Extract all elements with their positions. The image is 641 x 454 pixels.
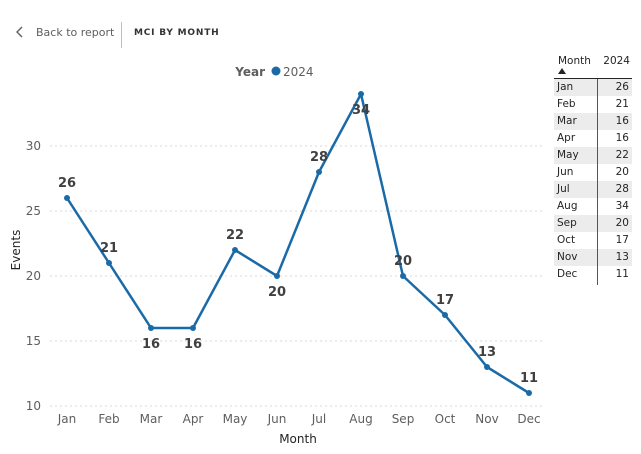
sort-ascending-icon[interactable]	[558, 68, 566, 74]
table-row: Nov 13	[554, 249, 632, 266]
y-tick-label: 10	[26, 399, 41, 413]
table-row: Oct 17	[554, 232, 632, 249]
table-cell-value: 20	[615, 166, 629, 178]
chevron-left-icon	[16, 26, 23, 38]
x-tick-label: May	[223, 412, 248, 426]
table-cell-month: Sep	[557, 217, 577, 229]
y-axis-title: Events	[9, 230, 23, 271]
table-cell-month: Aug	[557, 200, 578, 212]
header-month[interactable]: Month	[558, 55, 591, 67]
table-cell-month: Mar	[557, 115, 577, 127]
data-point[interactable]	[106, 260, 112, 266]
x-tick-label: Feb	[98, 412, 119, 426]
table-cell-month: May	[557, 149, 579, 161]
x-tick-label: Sep	[392, 412, 415, 426]
y-tick-label: 30	[26, 139, 41, 153]
data-label: 22	[226, 228, 244, 243]
x-tick-label: Jan	[57, 412, 77, 426]
data-label: 21	[100, 241, 118, 256]
x-tick-label: Dec	[517, 412, 540, 426]
table-cell-value: 16	[615, 132, 629, 144]
data-label: 20	[268, 285, 286, 300]
x-tick-label: Nov	[475, 412, 498, 426]
y-tick-label: 15	[26, 334, 41, 348]
y-tick-label: 20	[26, 269, 41, 283]
data-point[interactable]	[442, 312, 448, 318]
table-cell-month: Apr	[557, 132, 576, 144]
data-point[interactable]	[400, 273, 406, 279]
table-row: Sep 20	[554, 215, 632, 232]
data-label: 34	[352, 103, 370, 118]
data-point[interactable]	[148, 325, 154, 331]
column-divider	[597, 79, 598, 285]
table-cell-value: 28	[615, 183, 629, 195]
back-label: Back to report	[36, 25, 115, 39]
table-row: Jan 26	[554, 79, 632, 96]
table-cell-value: 34	[615, 200, 629, 212]
data-point[interactable]	[64, 195, 70, 201]
table-cell-month: Dec	[557, 268, 578, 280]
data-point[interactable]	[274, 273, 280, 279]
x-tick-label: Jun	[267, 412, 287, 426]
table-cell-value: 16	[615, 115, 629, 127]
x-tick-label: Apr	[183, 412, 204, 426]
top-bar: Back to report MCI BY MONTH	[0, 0, 641, 60]
data-label: 17	[436, 293, 454, 308]
table-row: Feb 21	[554, 96, 632, 113]
table-header: Month 2024	[554, 54, 632, 79]
data-point[interactable]	[526, 390, 532, 396]
x-axis-title: Month	[279, 432, 317, 446]
data-point[interactable]	[190, 325, 196, 331]
table-row: Aug 34	[554, 198, 632, 215]
table-row: Dec 11	[554, 266, 632, 283]
data-label: 26	[58, 176, 76, 191]
legend-marker[interactable]	[271, 66, 281, 76]
data-point[interactable]	[316, 169, 322, 175]
table-cell-month: Jul	[557, 183, 570, 195]
data-point[interactable]	[232, 247, 238, 253]
data-point[interactable]	[358, 91, 364, 97]
table-cell-value: 13	[615, 251, 629, 263]
data-label: 28	[310, 150, 328, 165]
table-cell-month: Jun	[557, 166, 574, 178]
table-row: Jul 28	[554, 181, 632, 198]
month-table: Month 2024 Jan 26 Feb 21 Mar 16 Apr 16 May 22 Jun 2…	[554, 54, 632, 285]
table-row: Apr 16	[554, 130, 632, 147]
data-label: 16	[142, 337, 160, 352]
data-label: 16	[184, 337, 202, 352]
table-cell-month: Jan	[557, 81, 574, 93]
table-cell-value: 17	[615, 234, 629, 246]
table-cell-value: 22	[615, 149, 629, 161]
table-body: Jan 26 Feb 21 Mar 16 Apr 16 May 22 Jun 20 Jul 28 Aug 34…	[554, 79, 632, 283]
table-row: Mar 16	[554, 113, 632, 130]
back-to-report-button[interactable]: Back to report	[14, 24, 114, 40]
table-cell-value: 21	[615, 98, 629, 110]
data-label: 11	[520, 371, 538, 386]
data-label: 20	[394, 254, 412, 269]
table-cell-month: Nov	[557, 251, 578, 263]
page-title: MCI BY MONTH	[134, 28, 220, 38]
table-cell-month: Feb	[557, 98, 576, 110]
x-tick-label: Jul	[311, 412, 326, 426]
legend-label-2024[interactable]: 2024	[283, 65, 314, 79]
data-point[interactable]	[484, 364, 490, 370]
table-cell-month: Oct	[557, 234, 576, 246]
table-cell-value: 20	[615, 217, 629, 229]
table-cell-value: 26	[615, 81, 629, 93]
line-chart[interactable]: 10 15 20 25 30 Jan Feb Mar Apr May Jun Jul Aug Sep Oct…	[0, 55, 548, 454]
series-line-2024[interactable]	[65, 92, 530, 395]
header-year[interactable]: 2024	[603, 55, 630, 67]
table-row: May 22	[554, 147, 632, 164]
x-tick-label: Mar	[140, 412, 163, 426]
divider	[121, 22, 122, 48]
table-cell-value: 11	[615, 268, 629, 280]
x-tick-label: Aug	[349, 412, 372, 426]
x-tick-label: Oct	[435, 412, 456, 426]
data-label: 13	[478, 345, 496, 360]
legend-title: Year	[234, 65, 265, 79]
table-row: Jun 20	[554, 164, 632, 181]
y-tick-label: 25	[26, 204, 41, 218]
